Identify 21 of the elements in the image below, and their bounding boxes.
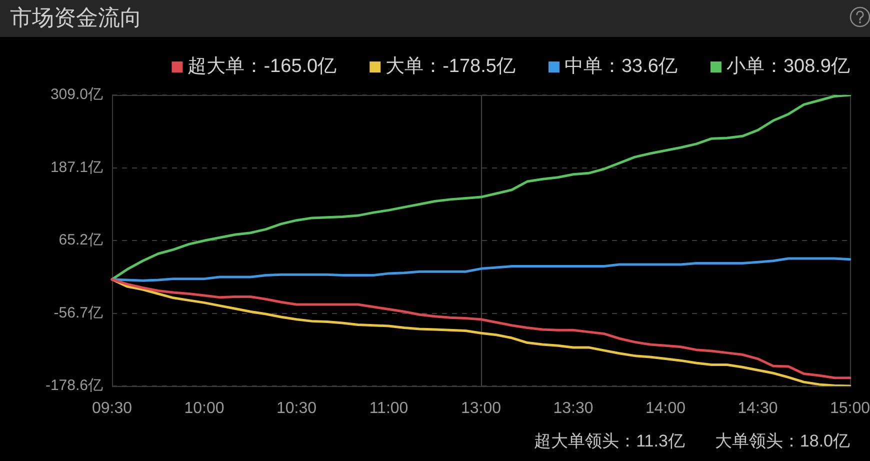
legend-label: 小单：308.9亿	[726, 56, 850, 78]
chart-title: 市场资金流向	[10, 5, 142, 31]
x-tick-label: 09:30	[92, 400, 132, 418]
x-tick-label: 11:00	[369, 400, 408, 418]
y-tick-label: 65.2亿	[58, 232, 103, 249]
legend-label: 中单：33.6亿	[564, 56, 678, 78]
y-tick-label: -178.6亿	[45, 377, 103, 394]
legend-label: 大单：-178.5亿	[386, 56, 516, 78]
x-tick-label: 10:30	[276, 400, 317, 418]
x-tick-label: 15:00	[830, 400, 870, 418]
x-tick-label: 10:00	[184, 400, 224, 418]
text: 超大单领头：11.3亿	[534, 432, 685, 451]
x-tick-label: 14:30	[738, 400, 778, 418]
text: 大单领头：18.0亿	[714, 432, 850, 451]
x-tick-label: 14:00	[645, 400, 686, 418]
y-tick-label: -56.7亿	[54, 304, 103, 322]
legend-label: 超大单：-165.0亿	[188, 56, 337, 78]
y-tick-label: 309.0亿	[50, 86, 103, 104]
x-tick-label: 13:30	[553, 400, 594, 418]
y-tick-label: 187.1亿	[50, 158, 103, 176]
x-tick-label: 13:00	[460, 400, 502, 418]
